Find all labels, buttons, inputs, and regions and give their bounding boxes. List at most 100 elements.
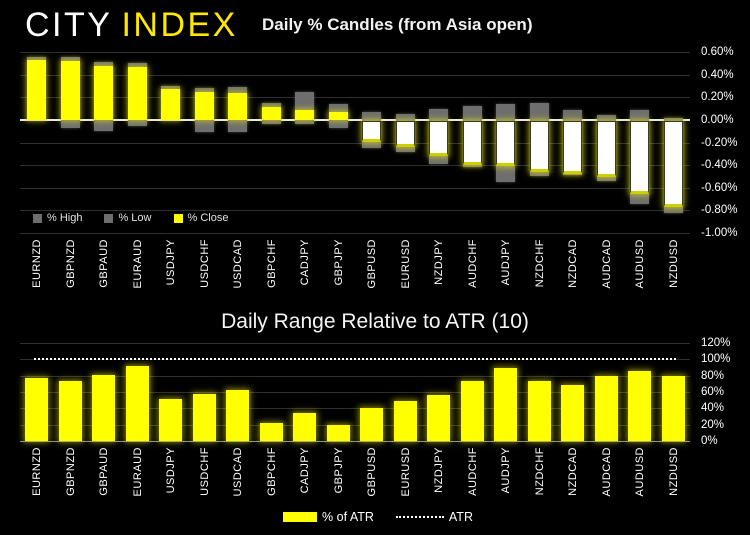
x-label-gbpusd: GBPUSD — [366, 239, 378, 289]
gridline-0-60 — [20, 187, 690, 189]
x-label-cell-gbpnzd: GBPNZD — [54, 447, 88, 507]
close-bar-euraud — [127, 66, 147, 120]
high-bar-nzdusd — [663, 117, 683, 120]
close-bar-audchf — [462, 120, 482, 165]
gridline-0-80 — [20, 210, 690, 212]
gridline-1-00 — [20, 233, 690, 234]
close-bar-audjpy — [496, 120, 516, 167]
x-label-gbpchf: GBPCHF — [265, 447, 278, 496]
x-label-audusd: AUDUSD — [634, 239, 646, 289]
x-label-cell-cadjpy: CADJPY — [288, 447, 322, 507]
close-bar-cadjpy — [295, 109, 315, 120]
x-label-euraud: EURAUD — [131, 239, 144, 289]
y-tick-0-60: -0.60% — [701, 181, 738, 194]
y-tick-20: 20% — [701, 418, 725, 431]
x-label-nzdjpy: NZDJPY — [433, 239, 445, 285]
y-tick-60: 60% — [701, 386, 725, 398]
legend-item-low: % Low — [104, 212, 152, 224]
x-label-cell-nzdjpy: NZDJPY — [422, 447, 456, 507]
y-tick-100: 100% — [701, 353, 731, 366]
atr-bar-usdchf — [192, 393, 216, 441]
x-label-cell-nzdcad: NZDCAD — [556, 239, 590, 303]
x-label-gbpaud: GBPAUD — [98, 239, 110, 288]
gridline-0-40 — [20, 165, 690, 167]
close-bar-gbpusd — [362, 120, 382, 143]
high-bar-gbpusd — [362, 111, 382, 120]
atr-bar-gbpusd — [360, 408, 384, 441]
x-label-eurusd: EURUSD — [399, 239, 412, 289]
low-bar-euraud — [127, 119, 147, 126]
y-tick-0-20: -0.20% — [701, 136, 738, 149]
close-bar-usdjpy — [161, 89, 181, 120]
gridline-120 — [20, 343, 690, 344]
high-bar-audusd — [630, 109, 650, 120]
x-label-cell-euraud: EURAUD — [121, 447, 155, 507]
high-bar-nzdjpy — [429, 108, 449, 120]
legend-swatch-high — [33, 213, 42, 223]
atr-bar-nzdchf — [527, 381, 551, 441]
legend-item-of-atr: % of ATR — [283, 510, 374, 524]
atr-bar-nzdjpy — [427, 395, 451, 441]
atr-bar-euraud — [125, 365, 149, 441]
atr-bar-nzdcad — [561, 385, 585, 441]
close-bar-eurnzd — [27, 59, 47, 120]
legend-swatch-atr — [395, 516, 444, 518]
y-tick-0-40: 0.40% — [701, 68, 734, 81]
low-bar-usdcad — [228, 119, 248, 133]
x-label-audusd: AUDUSD — [634, 447, 646, 497]
low-bar-gbpaud — [94, 119, 114, 132]
atr-bar-eurusd — [393, 400, 417, 441]
close-bar-nzdchf — [529, 120, 549, 172]
atr-threshold-line — [34, 358, 676, 361]
low-bar-usdchf — [194, 119, 214, 133]
legend-label-atr: ATR — [448, 510, 473, 524]
legend-label-high: % High — [47, 212, 83, 224]
x-label-cell-gbpaud: GBPAUD — [87, 447, 121, 507]
y-tick-0: 0% — [701, 435, 718, 447]
atr-bar-nzdusd — [661, 375, 685, 441]
x-label-cell-eurusd: EURUSD — [389, 447, 423, 507]
y-tick-40: 40% — [701, 402, 725, 415]
y-tick-120: 120% — [701, 337, 731, 349]
x-label-cell-gbpusd: GBPUSD — [355, 239, 389, 303]
x-label-euraud: EURAUD — [131, 447, 144, 497]
bottom-chart-legend: % of ATR ATR — [283, 510, 473, 524]
gridline-0-60 — [20, 52, 690, 53]
close-bar-gbpaud — [94, 65, 114, 120]
close-bar-nzdjpy — [429, 120, 449, 156]
x-label-audchf: AUDCHF — [466, 239, 479, 288]
low-bar-gbpnzd — [60, 119, 80, 128]
legend-item-high: % High — [33, 212, 82, 224]
bottom-chart-plot-area — [20, 343, 690, 442]
high-bar-audchf — [462, 106, 482, 120]
x-label-cell-nzdcad: NZDCAD — [556, 447, 590, 507]
y-tick-0-20: 0.20% — [701, 91, 734, 104]
x-label-cell-eurusd: EURUSD — [389, 239, 423, 303]
atr-bar-gbpchf — [259, 423, 283, 441]
legend-swatch-low — [104, 213, 114, 223]
x-label-cell-gbpchf: GBPCHF — [255, 239, 289, 303]
close-bar-nzdusd — [663, 120, 683, 207]
bottom-chart-title: Daily Range Relative to ATR (10) — [221, 310, 529, 333]
atr-bar-cadjpy — [293, 413, 317, 441]
close-bar-eurusd — [395, 120, 415, 147]
x-label-gbpjpy: GBPJPY — [332, 447, 345, 494]
x-label-cell-usdjpy: USDJPY — [154, 239, 188, 303]
x-label-cell-eurnzd: EURNZD — [20, 239, 54, 303]
gridline-60 — [20, 392, 690, 393]
y-tick-1-00: -1.00% — [701, 227, 738, 239]
x-label-cell-eurnzd: EURNZD — [20, 447, 54, 507]
top-chart-title: Daily % Candles (from Asia open) — [262, 15, 533, 34]
x-label-nzdusd: NZDUSD — [667, 239, 680, 288]
close-bar-gbpnzd — [60, 61, 80, 120]
high-bar-audjpy — [496, 104, 516, 120]
x-label-audchf: AUDCHF — [466, 447, 479, 496]
x-label-cadjpy: CADJPY — [299, 447, 311, 494]
city-index-logo: CITY INDEX — [25, 6, 238, 45]
close-bar-gbpjpy — [328, 111, 348, 120]
axis-zero-line-0 — [20, 441, 690, 442]
legend-item-close: % Close — [173, 212, 228, 224]
logo-text-city: CITY — [25, 6, 113, 44]
x-label-cell-euraud: EURAUD — [121, 239, 155, 303]
close-bar-nzdcad — [563, 120, 583, 175]
